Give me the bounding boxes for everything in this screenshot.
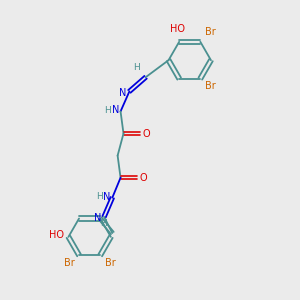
Text: N: N <box>94 213 101 223</box>
Text: N: N <box>112 105 119 115</box>
Text: O: O <box>140 173 147 183</box>
Text: N: N <box>103 191 111 202</box>
Text: O: O <box>142 128 150 139</box>
Text: Br: Br <box>205 27 215 38</box>
Text: N: N <box>119 88 126 98</box>
Text: Br: Br <box>105 258 116 268</box>
Text: Br: Br <box>64 258 75 268</box>
Text: H: H <box>134 63 140 72</box>
Text: Br: Br <box>205 82 215 92</box>
Text: HO: HO <box>170 25 185 34</box>
Text: H: H <box>96 192 103 201</box>
Text: HO: HO <box>49 230 64 240</box>
Text: H: H <box>104 106 111 115</box>
Text: H: H <box>100 219 107 228</box>
